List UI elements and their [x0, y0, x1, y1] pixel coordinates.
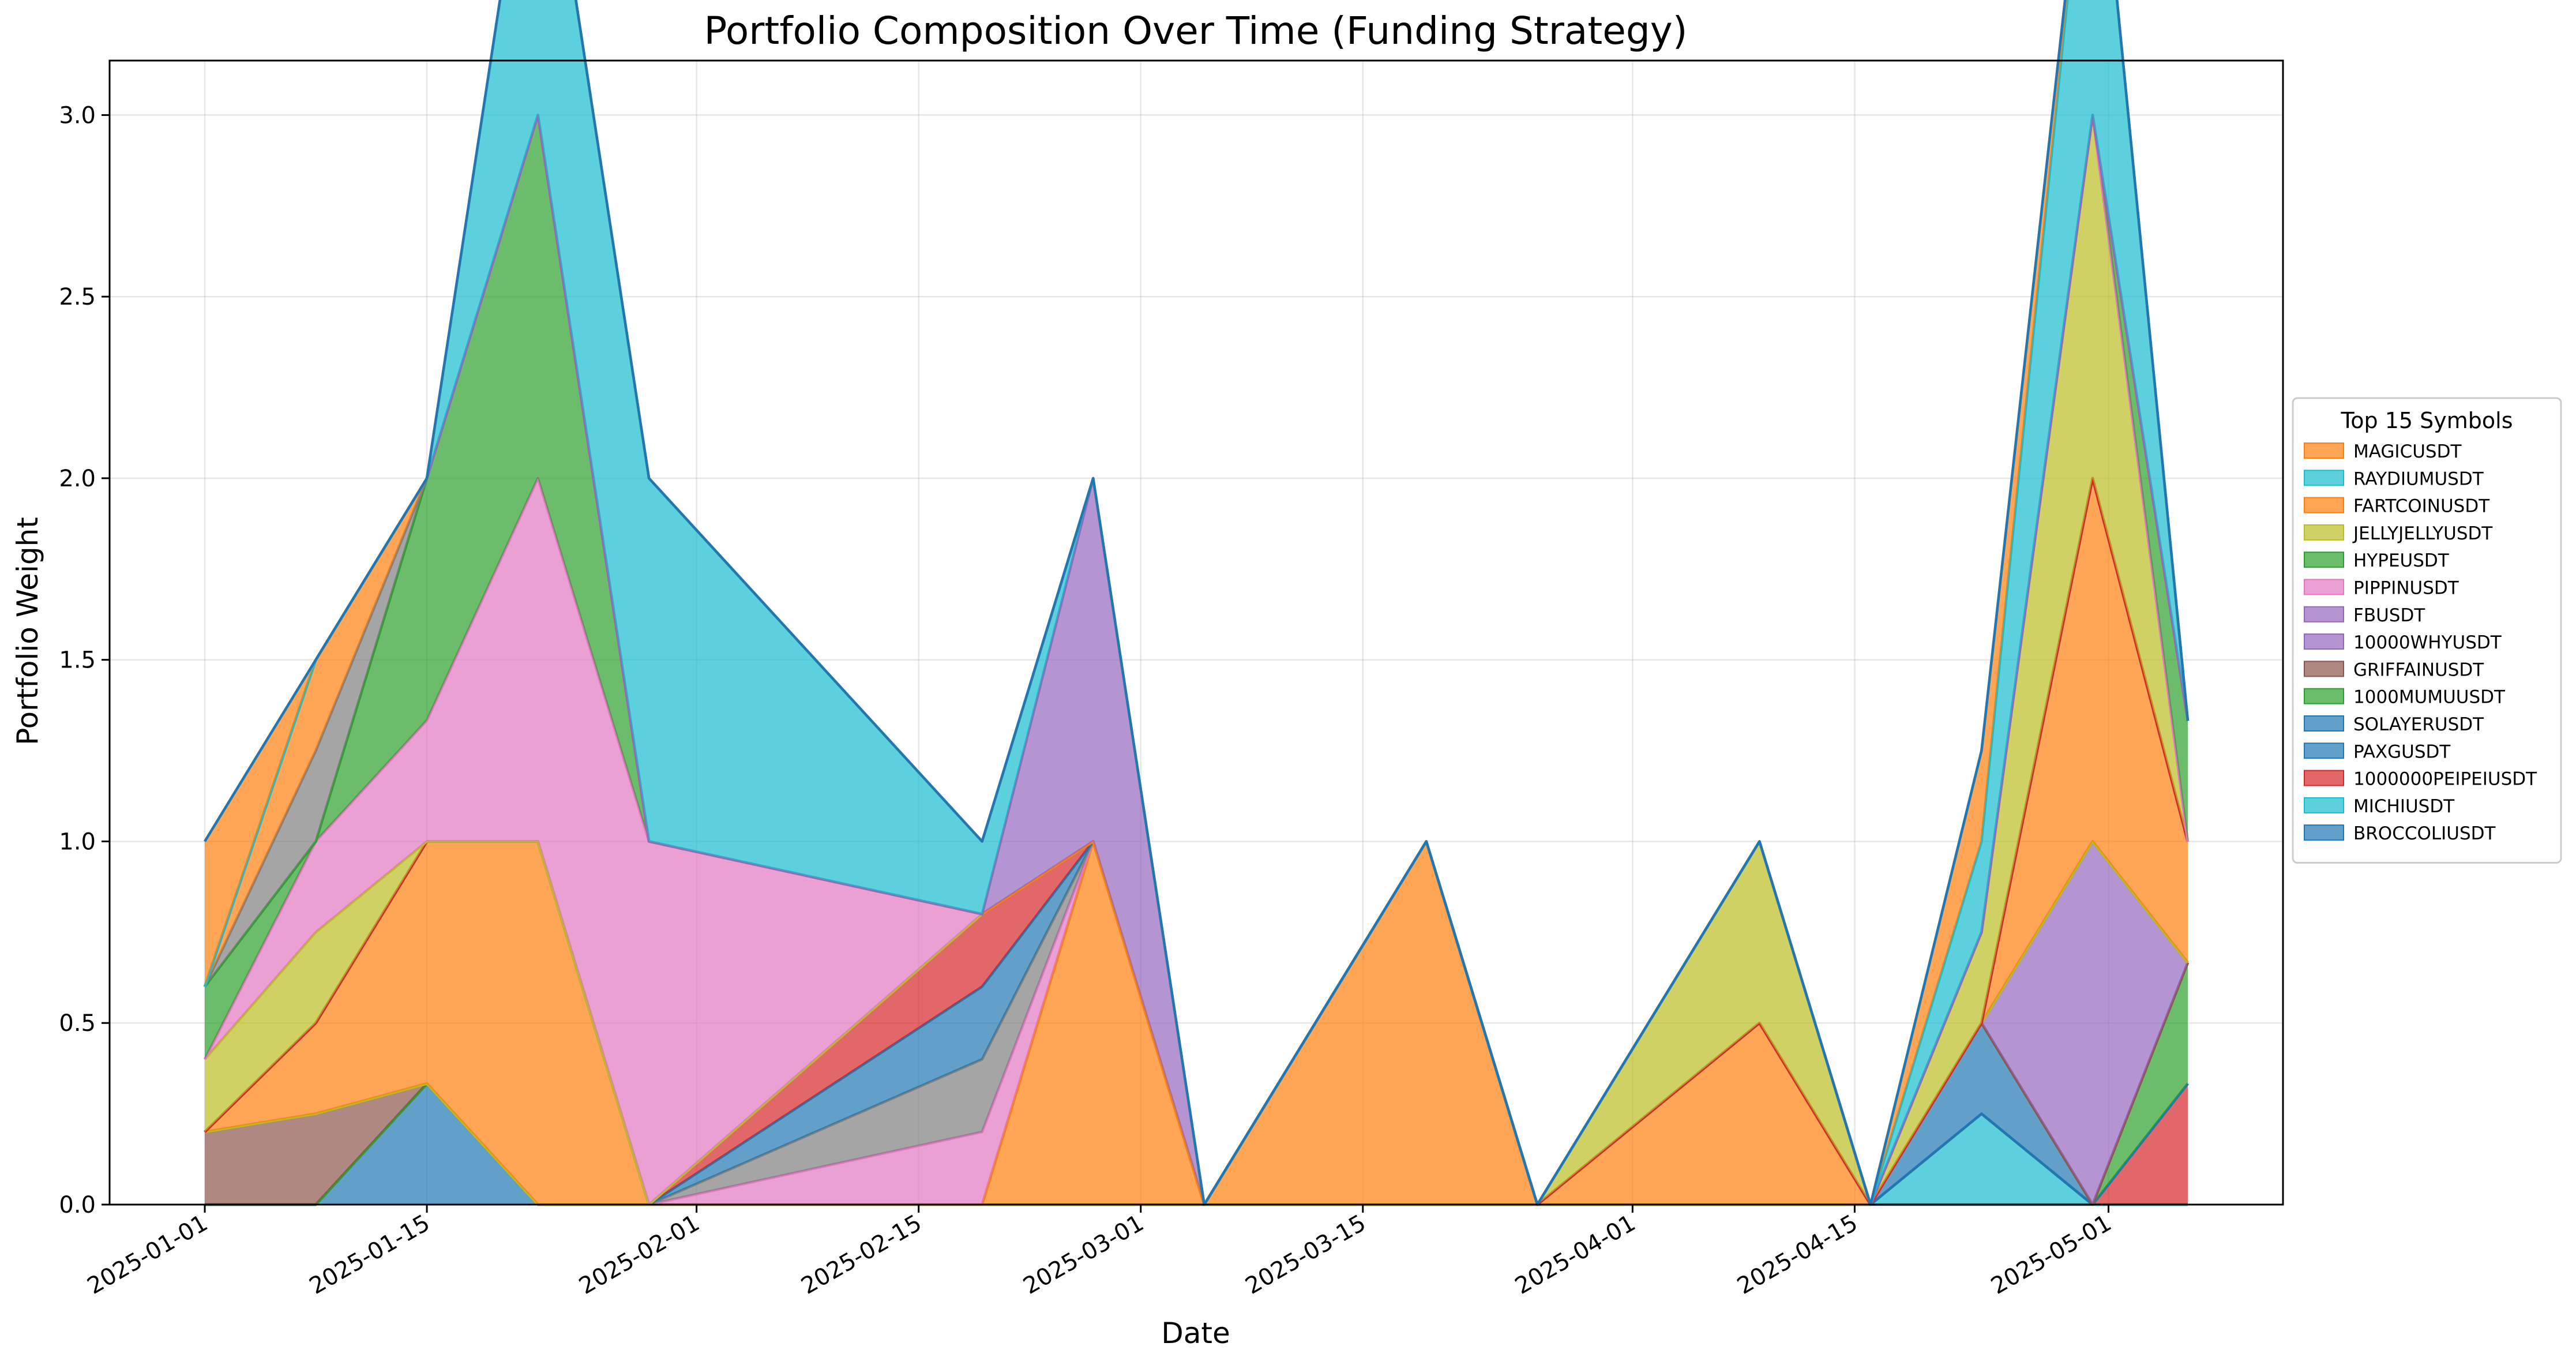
legend-swatch: [2304, 633, 2344, 650]
x-axis-ticks: 2025-01-01 2025-01-15 2025-02-01 2025-02-15…: [83, 1205, 2116, 1300]
x-tick-label: 2025-01-01: [83, 1210, 212, 1300]
legend-item: MICHIUSDT: [2304, 796, 2455, 817]
legend-label: PIPPINUSDT: [2353, 578, 2459, 599]
y-tick-label: 2.0: [59, 466, 96, 492]
legend-item: 1000000PEIPEIUSDT: [2304, 769, 2537, 790]
legend-swatch: [2304, 742, 2344, 759]
legend: Top 15 Symbols MAGICUSDT RAYDIUMUSDT FARTC…: [2292, 397, 2562, 864]
y-axis-label: Portfolio Weight: [11, 517, 44, 745]
x-tick-label: 2025-01-15: [305, 1210, 434, 1300]
legend-item: 10000WHYUSDT: [2304, 632, 2502, 653]
legend-label: FBUSDT: [2353, 605, 2425, 626]
area-series-unnamed-20: [205, 115, 2188, 1205]
legend-swatch: [2304, 606, 2344, 622]
legend-label: MAGICUSDT: [2353, 441, 2462, 462]
y-tick-label: 1.0: [59, 828, 96, 855]
x-tick-label: 2025-05-01: [1987, 1210, 2116, 1300]
legend-swatch: [2304, 552, 2344, 568]
legend-label: 10000WHYUSDT: [2353, 632, 2502, 653]
legend-label: RAYDIUMUSDT: [2353, 468, 2484, 489]
legend-label: PAXGUSDT: [2353, 741, 2451, 762]
legend-title: Top 15 Symbols: [2341, 408, 2513, 433]
legend-label: MICHIUSDT: [2353, 796, 2455, 817]
legend-label: 1000000PEIPEIUSDT: [2353, 769, 2537, 790]
legend-item: RAYDIUMUSDT: [2304, 468, 2484, 489]
chart-title: Portfolio Composition Over Time (Funding…: [704, 9, 1687, 53]
legend-swatch: [2304, 661, 2344, 677]
legend-swatch: [2304, 470, 2344, 486]
legend-label: SOLAYERUSDT: [2353, 714, 2484, 735]
area-series-michiusdt: [205, 1083, 2188, 1205]
legend-item: HYPEUSDT: [2304, 550, 2450, 571]
legend-item: 1000MUMUUSDT: [2304, 687, 2506, 708]
x-tick-label: 2025-03-15: [1241, 1210, 1370, 1300]
legend-swatch: [2304, 770, 2344, 786]
legend-swatch: [2304, 442, 2344, 459]
plot-frame: [108, 59, 2284, 1206]
legend-swatch: [2304, 497, 2344, 513]
legend-items: MAGICUSDT RAYDIUMUSDT FARTCOINUSDT JELLYJEL…: [2304, 441, 2537, 844]
y-tick-label: 0.0: [59, 1192, 96, 1218]
x-tick-label: 2025-04-15: [1733, 1210, 1862, 1300]
y-tick-label: 1.5: [59, 647, 96, 674]
y-axis-ticks: 0.0 0.5 1.0 1.5 2.0 2.5 3.0: [59, 102, 110, 1218]
legend-item: GRIFFAINUSDT: [2304, 659, 2484, 680]
area-series-layer: [203, 0, 2190, 1206]
legend-swatch: [2304, 824, 2344, 841]
legend-item: BROCCOLIUSDT: [2304, 823, 2496, 844]
legend-swatch: [2304, 524, 2344, 541]
legend-item: JELLYJELLYUSDT: [2304, 523, 2493, 544]
legend-swatch: [2304, 715, 2344, 732]
legend-box: [2292, 397, 2562, 864]
legend-swatch: [2304, 688, 2344, 704]
x-tick-label: 2025-04-01: [1511, 1210, 1640, 1300]
legend-label: HYPEUSDT: [2353, 550, 2450, 571]
x-tick-label: 2025-03-01: [1019, 1210, 1148, 1300]
legend-label: GRIFFAINUSDT: [2353, 659, 2484, 680]
x-axis-label: Date: [1161, 1317, 1230, 1350]
legend-label: FARTCOINUSDT: [2353, 496, 2490, 517]
y-tick-label: 3.0: [59, 102, 96, 129]
legend-swatch: [2304, 797, 2344, 813]
legend-item: SOLAYERUSDT: [2304, 714, 2484, 735]
legend-label: BROCCOLIUSDT: [2353, 823, 2496, 844]
y-tick-label: 2.5: [59, 284, 96, 310]
y-tick-label: 0.5: [59, 1010, 96, 1037]
legend-swatch: [2304, 579, 2344, 595]
legend-label: JELLYJELLYUSDT: [2352, 523, 2493, 544]
legend-item: FBUSDT: [2304, 605, 2425, 626]
area-series-solayerusdt: [205, 1023, 2188, 1205]
legend-item: PAXGUSDT: [2304, 741, 2451, 762]
area-series-broccoliusdt: [205, 1083, 2188, 1205]
legend-item: PIPPINUSDT: [2304, 578, 2459, 599]
legend-item: MAGICUSDT: [2304, 441, 2462, 462]
legend-label: 1000MUMUUSDT: [2353, 687, 2506, 708]
x-tick-label: 2025-02-15: [797, 1210, 926, 1300]
area-series-unnamed-21: [205, 115, 2188, 1205]
x-tick-label: 2025-02-01: [574, 1210, 704, 1300]
legend-item: FARTCOINUSDT: [2304, 496, 2490, 517]
